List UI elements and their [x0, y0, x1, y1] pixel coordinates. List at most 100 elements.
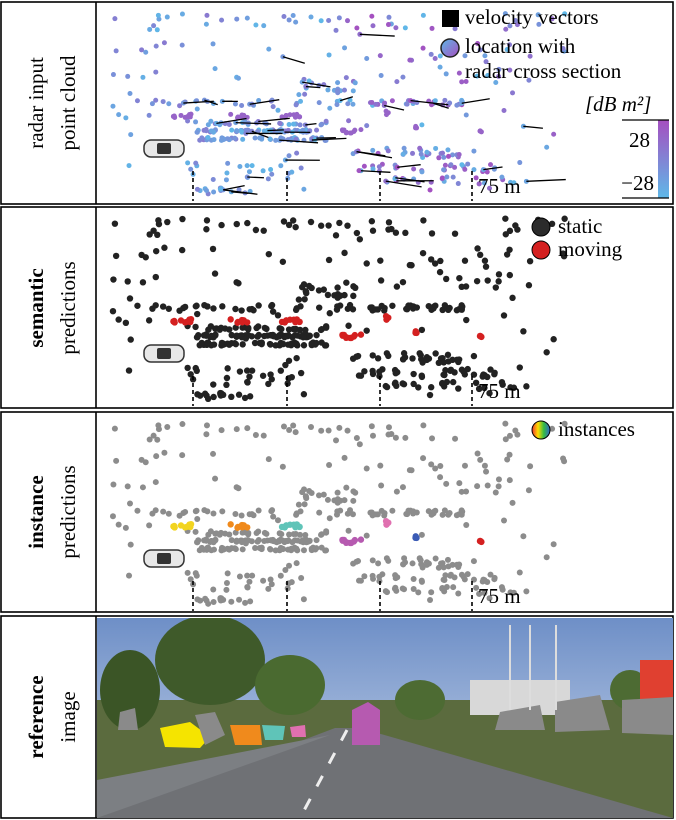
static-point — [453, 307, 461, 314]
radar-point — [459, 79, 465, 85]
static-point — [369, 227, 377, 234]
radar-point — [179, 11, 185, 17]
point — [235, 485, 242, 492]
legend-label: radar cross section — [465, 59, 622, 83]
velocity-vector — [384, 104, 405, 111]
radar-point — [212, 66, 218, 72]
point — [272, 547, 279, 554]
radar-point — [186, 113, 192, 119]
static-point — [192, 364, 199, 372]
static-point — [208, 332, 215, 340]
static-point — [559, 250, 567, 257]
radar-point — [229, 127, 235, 133]
radar-point — [364, 55, 370, 61]
static-point — [187, 371, 194, 378]
radar-point — [370, 147, 376, 153]
radar-point — [335, 80, 341, 86]
point — [207, 528, 214, 535]
radar-point — [473, 175, 479, 181]
static-point — [203, 226, 210, 233]
radar-point — [507, 67, 513, 73]
radar-point — [437, 53, 443, 59]
static-point — [142, 254, 149, 261]
point — [341, 454, 348, 461]
radar-point — [298, 98, 304, 104]
static-point — [463, 316, 470, 324]
static-point — [418, 356, 425, 363]
static-point — [124, 278, 131, 285]
point — [420, 422, 427, 429]
moving-point — [351, 331, 359, 339]
velocity-vector — [311, 137, 347, 141]
radar-point — [293, 19, 299, 25]
radar-point — [261, 23, 267, 29]
velocity-vector — [339, 96, 354, 102]
static-point — [431, 260, 439, 267]
row-label: predictions — [56, 465, 80, 558]
point — [445, 563, 452, 570]
point — [113, 457, 120, 464]
static-point — [297, 369, 305, 377]
radar-point — [266, 46, 272, 52]
static-point — [334, 284, 341, 291]
point — [427, 597, 434, 604]
point — [218, 427, 225, 434]
static-point — [223, 381, 230, 389]
point — [458, 571, 465, 578]
radar-point — [205, 135, 211, 141]
radar-point — [512, 17, 518, 23]
ego-car — [157, 143, 171, 154]
static-point — [350, 292, 357, 300]
static-point — [495, 278, 502, 285]
radar-point — [439, 175, 445, 181]
static-point — [228, 331, 235, 339]
range-label: 75 m — [478, 379, 521, 403]
point — [203, 536, 210, 543]
radar-point — [440, 150, 446, 156]
colorbar-tick: −28 — [621, 171, 654, 195]
static-point — [209, 245, 217, 253]
point — [306, 537, 313, 544]
static-point — [402, 229, 409, 237]
velocity-vector — [279, 139, 319, 144]
point — [286, 426, 293, 433]
radar-point — [410, 150, 416, 156]
point — [260, 577, 267, 584]
radar-point — [507, 23, 513, 29]
static-point — [112, 252, 120, 260]
radar-point — [300, 127, 306, 133]
row-label: instance — [24, 475, 48, 549]
point — [192, 570, 199, 577]
static-point — [290, 325, 297, 333]
static-point — [509, 294, 516, 302]
legend-label: location with — [465, 34, 576, 58]
instance-point — [286, 521, 294, 528]
radar-point — [286, 17, 292, 23]
radar-point — [376, 164, 382, 170]
radar-point — [256, 97, 262, 103]
point — [292, 429, 299, 436]
point — [150, 432, 157, 439]
radar-point — [444, 174, 450, 180]
radar-point — [147, 26, 153, 32]
radar-point — [268, 167, 274, 173]
static-point — [194, 310, 201, 318]
point — [492, 489, 499, 496]
radar-point — [153, 43, 159, 49]
static-point — [419, 249, 427, 257]
static-point — [115, 316, 122, 323]
point — [318, 544, 325, 551]
radar-point — [286, 122, 292, 128]
radar-point — [432, 98, 438, 104]
point — [210, 450, 217, 457]
velocity-vector — [410, 99, 449, 106]
point — [270, 513, 277, 520]
static-point — [305, 282, 313, 290]
point — [378, 482, 385, 489]
radar-point — [488, 162, 494, 168]
point — [218, 544, 225, 551]
radar-point — [333, 27, 339, 33]
static-point — [446, 304, 453, 312]
point — [399, 484, 406, 491]
point — [198, 544, 205, 551]
